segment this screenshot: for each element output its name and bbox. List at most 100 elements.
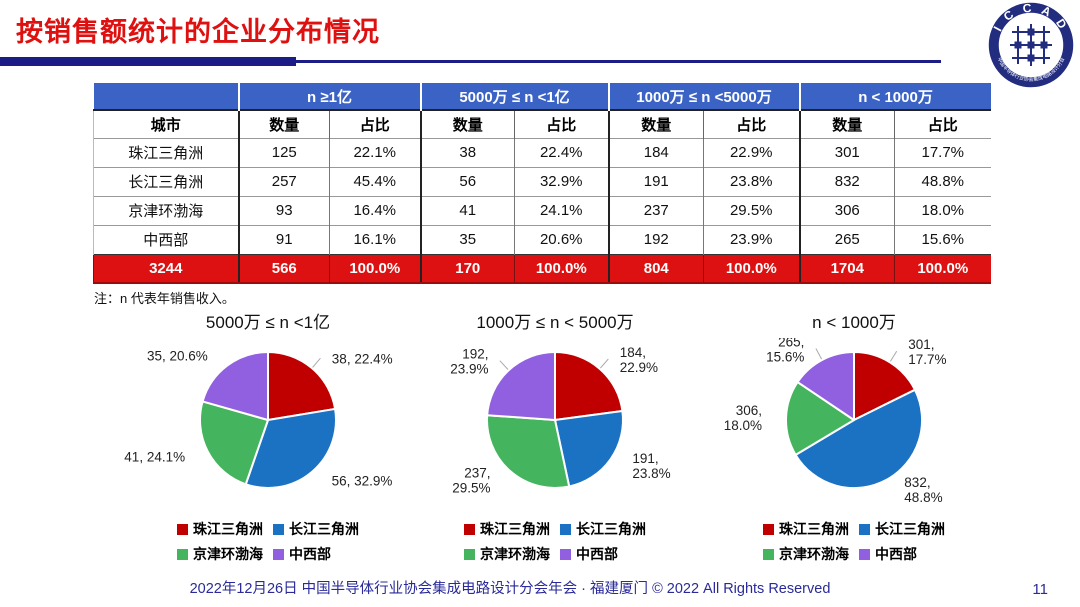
count-cell: 306 [798,195,895,225]
legend-item-0[interactable]: 珠江三角洲 [177,519,263,539]
share-cell: 18.0% [893,195,991,225]
pie-slice-2[interactable] [486,414,571,489]
pie-legend: 珠江三角洲 长江三角洲 京津环渤海 中西部 [118,519,418,564]
share-cell: 17.7% [893,137,991,167]
legend-item-3[interactable]: 中西部 [560,544,646,564]
count-cell: 804 [607,253,704,284]
legend-item-2[interactable]: 京津环渤海 [177,544,263,564]
pie-chart-block-5000w-1yi: 5000万 ≤ n <1亿 38, 22.4% 56, 32.9% 41, 24.1… [118,308,418,564]
total-cell: 3244 [93,253,239,284]
pie-slice-3[interactable] [486,351,556,421]
table-row: 长江三角洲 257 45.4% 56 32.9% 191 23.8% 832 48.8% [93,166,991,196]
pie-slice-3[interactable] [796,351,855,421]
pie-chart-lt-1000w: 301, 17.7% 832, 48.8% 306, 18.0% 265, 15.6% [724,334,947,505]
pie-title: 5000万 ≤ n <1亿 [205,313,331,332]
pie-legend: 珠江三角洲 长江三角洲 京津环渤海 中西部 [698,519,1010,564]
count-cell: 56 [419,166,515,196]
table-body: 珠江三角洲 125 22.1% 38 22.4% 184 22.9% 301 17.7% 长江三角… [93,137,991,284]
pie-chart-5000w-1yi: 38, 22.4% 56, 32.9% 41, 24.1% 35, 20.6% [124,349,393,489]
pie-slice-3[interactable] [201,351,269,421]
count-cell: 1704 [798,253,895,284]
label-leader-line [499,360,509,370]
pie-slice-0[interactable] [267,351,337,421]
share-cell: 16.4% [329,195,421,225]
legend-item-3[interactable]: 中西部 [859,544,945,564]
share-cell: 16.1% [329,224,421,254]
table-corner-cell [93,83,239,110]
sub-header-count: 数量 [237,109,330,138]
sub-header-share: 占比 [329,109,421,138]
city-cell: 长江三角洲 [93,166,239,196]
legend-item-1[interactable]: 长江三角洲 [560,519,646,539]
legend-label: 京津环渤海 [193,546,263,562]
count-cell: 35 [419,224,515,254]
legend-item-3[interactable]: 中西部 [273,544,359,564]
sub-header-city: 城市 [93,109,239,138]
count-cell: 184 [607,137,704,167]
legend-label: 中西部 [576,546,618,562]
pie-legend: 珠江三角洲 长江三角洲 京津环渤海 中西部 [405,519,705,564]
legend-swatch-icon [560,548,571,560]
legend-item-0[interactable]: 珠江三角洲 [464,519,550,539]
label-leader-line [600,358,609,369]
group-header-n-ge-1yi: n ≥1亿 [237,83,421,110]
pie-slice-2[interactable] [199,400,269,486]
city-cell: 珠江三角洲 [93,137,239,167]
legend-item-1[interactable]: 长江三角洲 [859,519,945,539]
share-cell: 23.8% [703,166,800,196]
share-cell: 45.4% [329,166,421,196]
legend-swatch-icon [560,523,571,535]
legend-swatch-icon [464,548,475,560]
legend-item-2[interactable]: 京津环渤海 [763,544,849,564]
label-leader-line [815,348,823,360]
pie-slice-1[interactable] [554,409,624,488]
table-sub-header-row: 城市 数量 占比 数量 占比 数量 占比 数量 占比 [93,109,991,138]
count-cell: 301 [798,137,895,167]
title-underline-thin [296,60,941,63]
pie-data-label: 306, 18.0% [724,403,762,433]
group-header-5000w-1yi: 5000万 ≤ n <1亿 [419,83,609,110]
sub-header-count: 数量 [798,109,895,138]
pie-slice-1[interactable] [794,388,924,490]
sub-header-share: 占比 [703,109,800,138]
sub-header-count: 数量 [607,109,704,138]
legend-item-2[interactable]: 京津环渤海 [464,544,550,564]
legend-swatch-icon [177,523,188,535]
group-header-lt-1000w: n < 1000万 [798,83,991,110]
count-cell: 91 [237,224,330,254]
table-row: 珠江三角洲 125 22.1% 38 22.4% 184 22.9% 301 17.7% [93,137,991,167]
legend-item-1[interactable]: 长江三角洲 [273,519,359,539]
share-cell: 32.9% [514,166,609,196]
legend-label: 京津环渤海 [779,546,849,562]
footer-text: 2022年12月26日 中国半导体行业协会集成电路设计分会年会 · 福建厦门 ©… [189,581,831,597]
share-cell: 29.5% [703,195,800,225]
pie-slice-0[interactable] [554,351,624,421]
count-cell: 41 [419,195,515,225]
group-header-1000w-5000w: 1000万 ≤ n <5000万 [607,83,800,110]
legend-swatch-icon [763,523,774,535]
table-footnote: 注：n 代表年销售收入。 [94,291,235,306]
legend-swatch-icon [177,548,188,560]
count-cell: 93 [237,195,330,225]
pie-chart-1000w-5000w: 184, 22.9% 191, 23.8% 237, 29.5% 192, 23.9% [450,345,670,496]
count-cell: 265 [798,224,895,254]
share-cell: 100.0% [893,253,991,284]
count-cell: 237 [607,195,704,225]
legend-label: 珠江三角洲 [779,521,849,537]
legend-item-0[interactable]: 珠江三角洲 [763,519,849,539]
pie-chart-block-lt-1000w: n < 1000万 301, 17.7% 832, 48.8% 306, 18.0% 265… [698,308,1010,564]
share-cell: 100.0% [329,253,421,284]
pie-data-label: 184, 22.9% [620,345,658,375]
pie-slice-0[interactable] [853,351,916,421]
city-cell: 中西部 [93,224,239,254]
pie-slice-1[interactable] [244,407,337,489]
table-total-row: 3244 566 100.0% 170 100.0% 804 100.0% 1704 100.0… [93,253,991,284]
pie-data-label: 38, 22.4% [332,352,393,367]
sub-header-count: 数量 [419,109,515,138]
sub-header-share: 占比 [514,109,609,138]
pie-data-label: 237, 29.5% [452,465,490,495]
pie-data-label: 265, 15.6% [766,338,804,364]
pie-data-label: 192, 23.9% [450,347,488,377]
legend-swatch-icon [273,548,284,560]
pie-slice-2[interactable] [785,381,855,456]
